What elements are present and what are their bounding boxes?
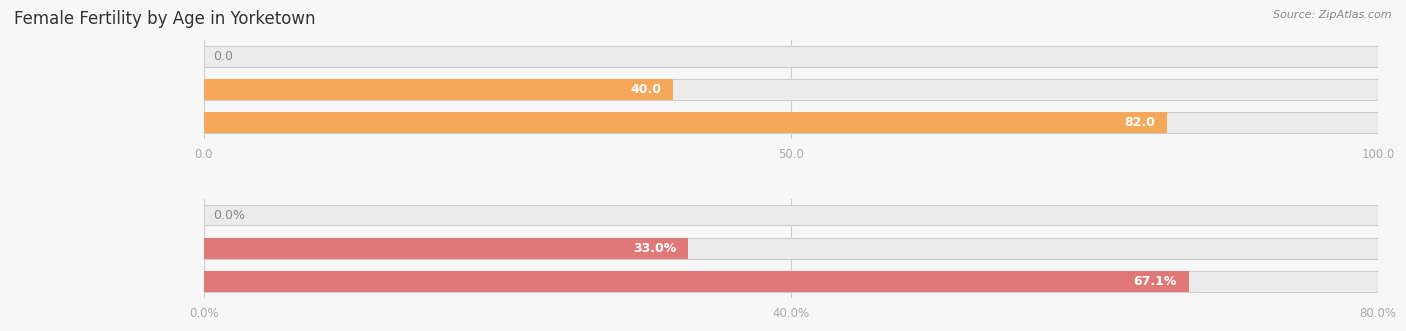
Bar [204, 46, 1378, 67]
Bar [204, 205, 1378, 225]
Bar [204, 238, 1378, 259]
Bar [204, 238, 688, 259]
Text: Female Fertility by Age in Yorketown: Female Fertility by Age in Yorketown [14, 10, 315, 28]
Bar [204, 271, 1188, 292]
Bar [204, 112, 1167, 133]
Text: 0.0: 0.0 [214, 50, 233, 63]
Text: 82.0: 82.0 [1123, 116, 1154, 129]
Text: 33.0%: 33.0% [633, 242, 676, 255]
Text: 0.0%: 0.0% [214, 209, 245, 222]
Bar [204, 271, 1378, 292]
Text: 67.1%: 67.1% [1133, 275, 1177, 288]
Text: 40.0: 40.0 [631, 83, 662, 96]
Bar [204, 79, 1378, 100]
Bar [204, 112, 1378, 133]
Bar [204, 79, 673, 100]
Text: Source: ZipAtlas.com: Source: ZipAtlas.com [1274, 10, 1392, 20]
